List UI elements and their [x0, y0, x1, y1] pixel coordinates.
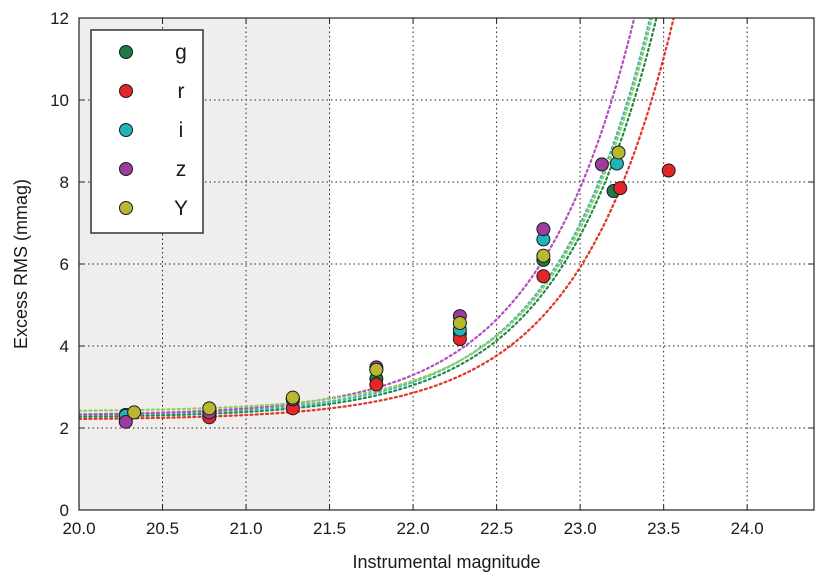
point-Y: [127, 405, 142, 420]
x-tick-label: 22.5: [480, 519, 513, 538]
point-Y: [202, 401, 217, 416]
legend-label-i: i: [179, 119, 184, 142]
y-tick-label: 4: [60, 337, 69, 356]
y-axis-label: Excess RMS (mmag): [11, 179, 31, 349]
fit-curve-Y: [79, 18, 654, 412]
x-tick-label: 21.0: [229, 519, 262, 538]
point-Y: [452, 316, 467, 331]
legend-marker-i: [119, 123, 133, 137]
point-z: [594, 157, 609, 172]
point-z: [118, 414, 133, 429]
point-Y: [369, 362, 384, 377]
y-tick-label: 0: [60, 501, 69, 520]
fit-curve-g: [79, 18, 658, 418]
y-tick-label: 10: [50, 91, 69, 110]
x-tick-label: 20.0: [62, 519, 95, 538]
x-axis-label: Instrumental magnitude: [352, 552, 540, 572]
point-r: [536, 269, 551, 284]
fit-curve-r: [79, 18, 675, 421]
legend-label-z: z: [176, 158, 187, 181]
point-r: [613, 181, 628, 196]
legend-label-g: g: [175, 41, 187, 64]
y-axis-ticks: 0 2 4 6 8 10 12: [50, 9, 814, 520]
y-tick-label: 6: [60, 255, 69, 274]
point-Y: [536, 248, 551, 263]
legend-label-r: r: [178, 80, 185, 103]
legend-label-Y: Y: [174, 197, 188, 220]
legend-marker-z: [119, 162, 133, 176]
x-tick-label: 21.5: [313, 519, 346, 538]
y-tick-label: 2: [60, 419, 69, 438]
point-r: [369, 377, 384, 392]
y-tick-label: 8: [60, 173, 69, 192]
x-tick-label: 24.0: [731, 519, 764, 538]
x-tick-label: 22.0: [397, 519, 430, 538]
legend-marker-g: [119, 45, 133, 59]
legend-box: [90, 29, 204, 234]
x-tick-label: 23.0: [564, 519, 597, 538]
x-tick-label: 23.5: [647, 519, 680, 538]
point-r: [661, 163, 676, 178]
point-Y: [285, 390, 300, 405]
legend-marker-r: [119, 84, 133, 98]
data-points: [118, 145, 676, 429]
x-tick-label: 20.5: [146, 519, 179, 538]
x-axis-ticks: 20.0 20.5 21.0 21.5 22.0 22.5 23.0 23.5 24.0: [62, 18, 764, 538]
point-Y: [611, 145, 626, 160]
point-z: [536, 222, 551, 237]
y-tick-label: 12: [50, 9, 69, 28]
legend-marker-Y: [119, 201, 133, 215]
